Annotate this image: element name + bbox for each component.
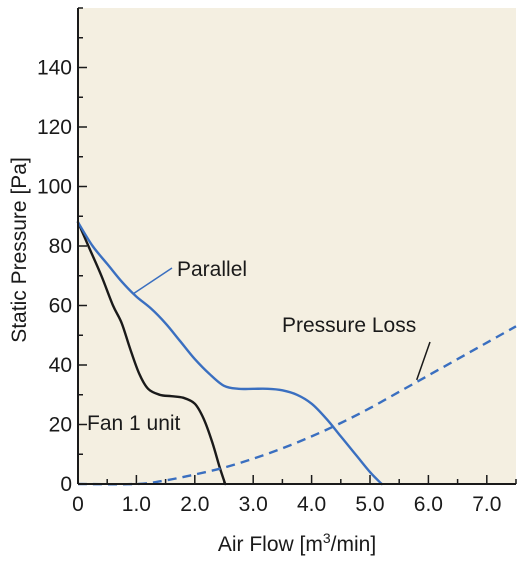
x-tick-label: 5.0 (355, 493, 384, 516)
annotation-parallel: Parallel (177, 258, 247, 281)
y-tick-label: 20 (49, 414, 72, 437)
annotation-fan-1-unit: Fan 1 unit (87, 412, 181, 435)
y-tick-label: 0 (60, 473, 72, 496)
x-tick-label: 6.0 (414, 493, 443, 516)
x-tick-label: 3.0 (239, 493, 268, 516)
y-axis-ticks: 0 20 40 60 80 100 120 140 (37, 7, 87, 496)
y-tick-label: 80 (49, 235, 72, 258)
series-line-fan1 (76, 221, 227, 486)
y-tick-label: 120 (37, 116, 72, 139)
series-line-loss (77, 325, 517, 486)
series-line-parallel (76, 221, 383, 486)
leader-line-parallel (133, 267, 173, 295)
annotation-pressure-loss: Pressure Loss (282, 314, 416, 337)
y-tick-label: 140 (37, 57, 72, 80)
x-tick-label: 2.0 (180, 493, 209, 516)
x-tick-label: 7.0 (472, 493, 501, 516)
leader-line-pressure-loss (416, 341, 431, 381)
x-tick-label: 1.0 (122, 493, 151, 516)
y-tick-label: 60 (49, 295, 72, 318)
y-tick-label: 40 (49, 354, 72, 377)
plot-background (78, 8, 516, 484)
x-axis-ticks: 0 1.0 2.0 3.0 4.0 5.0 6.0 7.0 (72, 475, 517, 516)
x-tick-label: 4.0 (297, 493, 326, 516)
x-axis-title: Air Flow [m3/min] (218, 530, 376, 556)
y-axis-title: Static Pressure [Pa] (8, 157, 31, 343)
x-tick-label: 0 (72, 493, 84, 516)
y-tick-label: 100 (37, 176, 72, 199)
curves (76, 221, 517, 486)
